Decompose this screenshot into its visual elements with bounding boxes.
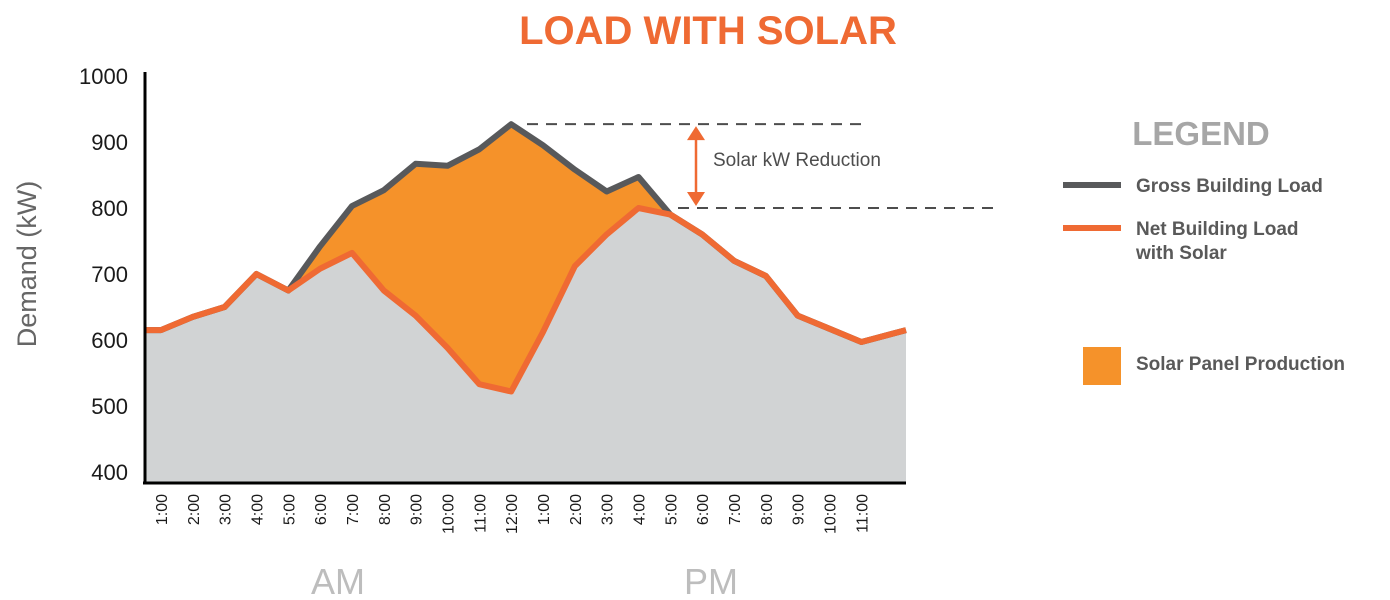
arrow-down-icon — [687, 192, 705, 206]
x-tick-label: 3:00 — [600, 494, 617, 525]
legend-gross-label: Gross Building Load — [1136, 176, 1323, 197]
x-tick-label: 2:00 — [186, 494, 203, 525]
pm-label: PM — [684, 561, 738, 600]
y-tick-label: 500 — [91, 394, 128, 419]
x-tick-label: 1:00 — [154, 494, 171, 525]
x-tick-label: 11:00 — [854, 494, 871, 533]
x-tick-label: 6:00 — [695, 494, 712, 525]
x-tick-label: 4:00 — [249, 494, 266, 525]
x-tick-label: 1:00 — [536, 494, 553, 525]
x-tick-label: 2:00 — [568, 494, 585, 525]
net-load-area — [145, 208, 906, 483]
chart-title: LOAD WITH SOLAR — [519, 9, 897, 53]
x-tick-label: 6:00 — [313, 494, 330, 525]
legend-solar-label: Solar Panel Production — [1136, 354, 1345, 375]
net-load-line — [145, 205, 907, 395]
x-tick-label: 9:00 — [409, 494, 426, 525]
y-tick-label: 800 — [91, 196, 128, 221]
x-tick-label: 4:00 — [632, 494, 649, 525]
y-tick-label: 700 — [91, 262, 128, 287]
legend-solar-swatch — [1083, 347, 1121, 385]
x-tick-label: 9:00 — [791, 494, 808, 525]
x-tick-label: 3:00 — [218, 494, 235, 525]
x-tick-labels: 1:00 2:00 3:00 4:00 5:00 6:00 7:00 8:00 9:00 10:0… — [154, 494, 872, 534]
x-tick-label: 11:00 — [472, 494, 489, 533]
reduction-annotation: Solar kW Reduction — [713, 150, 881, 171]
x-tick-label: 10:00 — [823, 494, 840, 534]
x-tick-label: 5:00 — [663, 494, 680, 525]
arrow-up-icon — [687, 126, 705, 141]
y-tick-label: 900 — [91, 130, 128, 155]
legend-net-label-line2: with Solar — [1135, 243, 1227, 264]
y-axis-label: Demand (kW) — [12, 181, 42, 348]
legend: LEGEND Gross Building Load Net Building … — [1063, 115, 1345, 385]
x-tick-label: 12:00 — [504, 494, 521, 534]
y-tick-label: 400 — [91, 460, 128, 485]
solar-production-area — [145, 124, 906, 392]
x-tick-label: 8:00 — [377, 494, 394, 525]
y-tick-label: 1000 — [79, 64, 128, 89]
plot-area — [145, 121, 907, 483]
x-tick-label: 7:00 — [727, 494, 744, 525]
x-tick-label: 8:00 — [759, 494, 776, 525]
y-tick-labels: 1000 900 800 700 600 500 400 — [79, 64, 128, 485]
y-tick-label: 600 — [91, 328, 128, 353]
x-tick-label: 10:00 — [441, 494, 458, 534]
am-label: AM — [311, 561, 365, 600]
legend-net-label: Net Building Load — [1136, 219, 1299, 240]
x-tick-label: 7:00 — [345, 494, 362, 525]
x-tick-label: 5:00 — [281, 494, 298, 525]
legend-title: LEGEND — [1132, 115, 1270, 152]
